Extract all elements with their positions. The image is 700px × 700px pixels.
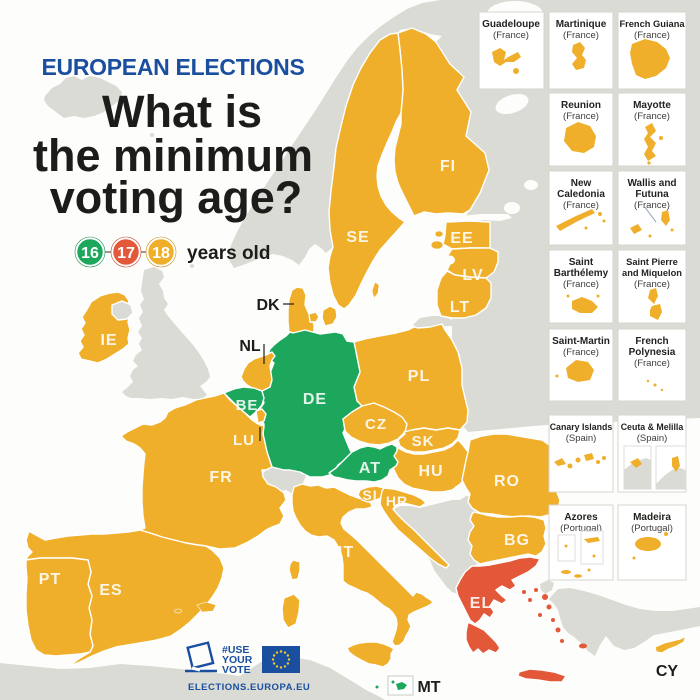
svg-text:Futuna: Futuna: [635, 189, 669, 200]
svg-text:Caledonia: Caledonia: [557, 189, 605, 200]
svg-text:(Spain): (Spain): [637, 433, 668, 444]
svg-text:IT: IT: [338, 544, 354, 561]
svg-text:DK: DK: [256, 297, 280, 314]
svg-text:Polynesia: Polynesia: [629, 347, 676, 358]
svg-text:#USE: #USE: [222, 644, 249, 656]
svg-text:16: 16: [81, 245, 99, 262]
svg-text:EUROPEAN ELECTIONS: EUROPEAN ELECTIONS: [42, 54, 305, 80]
svg-text:(France): (France): [634, 279, 670, 290]
svg-text:CY: CY: [656, 663, 679, 680]
svg-text:(Portugal): (Portugal): [631, 523, 673, 534]
svg-text:New: New: [571, 178, 592, 189]
svg-text:EE: EE: [450, 230, 473, 247]
svg-text:Saint: Saint: [569, 257, 594, 268]
svg-text:the minimum: the minimum: [33, 130, 313, 181]
svg-text:French Guiana: French Guiana: [619, 19, 685, 29]
svg-text:ES: ES: [99, 582, 122, 599]
svg-text:LV: LV: [462, 267, 483, 284]
svg-text:Azores: Azores: [564, 512, 598, 523]
svg-text:Canary Islands: Canary Islands: [550, 422, 613, 432]
svg-text:and Miquelon: and Miquelon: [622, 268, 682, 278]
svg-text:ELECTIONS.EUROPA.EU: ELECTIONS.EUROPA.EU: [188, 682, 310, 693]
svg-text:Saint Pierre: Saint Pierre: [626, 257, 678, 267]
svg-text:French: French: [635, 336, 668, 347]
svg-text:Barthélemy: Barthélemy: [554, 268, 609, 279]
svg-text:SE: SE: [346, 229, 369, 246]
svg-text:17: 17: [117, 245, 135, 262]
svg-text:FR: FR: [209, 469, 232, 486]
svg-text:(France): (France): [634, 111, 670, 122]
svg-text:LT: LT: [450, 299, 470, 316]
svg-text:Ceuta & Melilla: Ceuta & Melilla: [621, 422, 684, 432]
svg-text:HU: HU: [418, 463, 443, 480]
svg-text:YOUR: YOUR: [222, 654, 253, 666]
svg-text:VOTE: VOTE: [222, 664, 251, 676]
svg-text:DE: DE: [303, 391, 327, 408]
svg-text:MT: MT: [417, 679, 440, 696]
svg-text:(France): (France): [634, 30, 670, 41]
svg-text:(France): (France): [563, 30, 599, 41]
svg-text:(France): (France): [563, 200, 599, 211]
svg-text:(France): (France): [493, 30, 529, 41]
svg-text:FI: FI: [440, 158, 456, 175]
svg-text:Guadeloupe: Guadeloupe: [482, 19, 540, 30]
svg-text:18: 18: [152, 245, 170, 262]
svg-text:(France): (France): [634, 358, 670, 369]
svg-text:Saint-Martin: Saint-Martin: [552, 336, 610, 347]
svg-text:(Portugal): (Portugal): [560, 523, 602, 534]
svg-text:IE: IE: [100, 332, 117, 349]
svg-text:HR: HR: [386, 493, 408, 509]
svg-text:NL: NL: [239, 338, 261, 355]
svg-text:BE: BE: [236, 397, 259, 414]
svg-text:Mayotte: Mayotte: [633, 100, 671, 111]
svg-text:CZ: CZ: [365, 416, 387, 433]
svg-text:BG: BG: [504, 532, 530, 549]
svg-text:Madeira: Madeira: [633, 512, 671, 523]
svg-text:PL: PL: [408, 368, 430, 385]
svg-text:RO: RO: [494, 473, 520, 490]
svg-text:LU: LU: [233, 432, 255, 449]
svg-text:Reunion: Reunion: [561, 100, 601, 111]
svg-text:(France): (France): [563, 279, 599, 290]
svg-text:(France): (France): [563, 111, 599, 122]
svg-text:(France): (France): [563, 347, 599, 358]
svg-text:Martinique: Martinique: [556, 19, 607, 30]
svg-text:SI: SI: [362, 487, 377, 503]
svg-text:SK: SK: [412, 433, 435, 450]
svg-text:EL: EL: [470, 595, 492, 612]
svg-text:years old: years old: [187, 243, 270, 264]
svg-text:PT: PT: [39, 571, 61, 588]
svg-text:Wallis and: Wallis and: [627, 178, 676, 189]
svg-text:(France): (France): [634, 200, 670, 211]
svg-text:What is: What is: [102, 86, 262, 137]
svg-text:AT: AT: [359, 460, 381, 477]
svg-text:voting age?: voting age?: [50, 172, 303, 223]
svg-text:(Spain): (Spain): [566, 433, 597, 444]
